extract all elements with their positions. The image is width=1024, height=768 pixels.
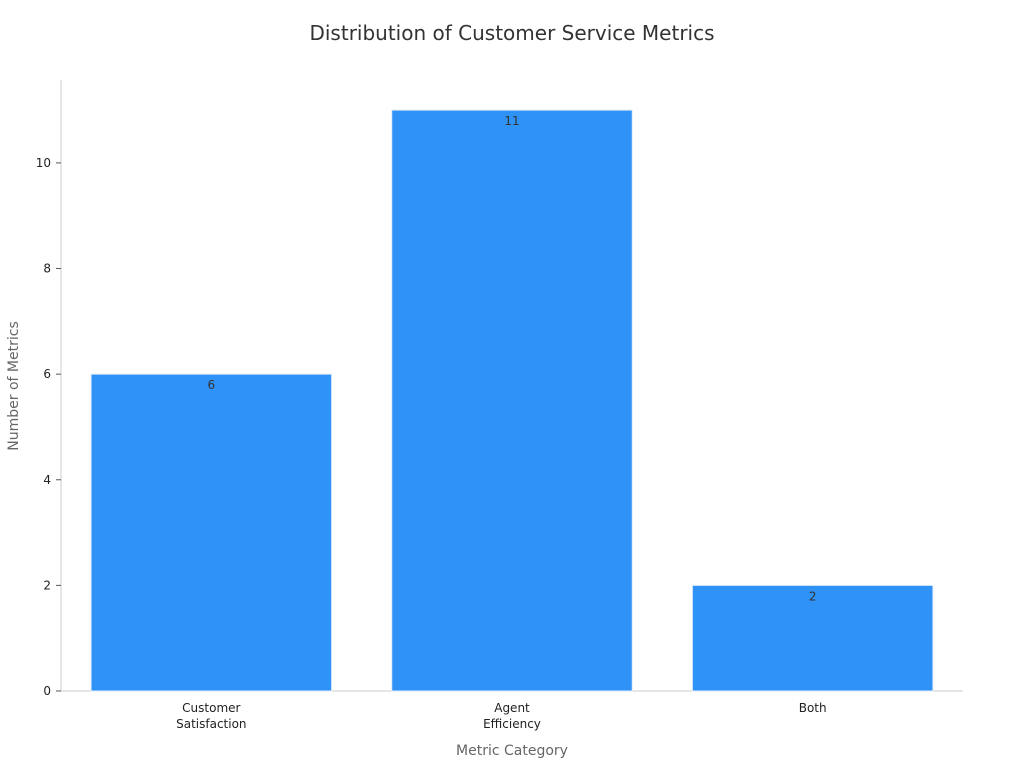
bar xyxy=(691,584,934,692)
x-axis-label: Metric Category xyxy=(456,743,568,759)
y-tick-label: 8 xyxy=(43,262,51,276)
y-tick-label: 4 xyxy=(43,473,51,487)
data-label: 11 xyxy=(504,114,519,128)
x-tick-label: Agent Efficiency xyxy=(483,701,541,731)
x-tick-label: Customer Satisfaction xyxy=(176,701,246,731)
chart-title: Distribution of Customer Service Metrics xyxy=(309,21,714,45)
data-label: 6 xyxy=(208,378,216,392)
bar xyxy=(391,109,633,692)
y-tick-label: 2 xyxy=(43,578,51,592)
bar xyxy=(90,373,333,692)
data-label: 2 xyxy=(809,589,817,603)
y-axis-label: Number of Metrics xyxy=(6,321,22,450)
y-tick-label: 10 xyxy=(36,156,51,170)
y-tick-label: 0 xyxy=(43,684,51,698)
y-tick-label: 6 xyxy=(43,367,51,381)
x-tick-label: Both xyxy=(799,701,827,715)
